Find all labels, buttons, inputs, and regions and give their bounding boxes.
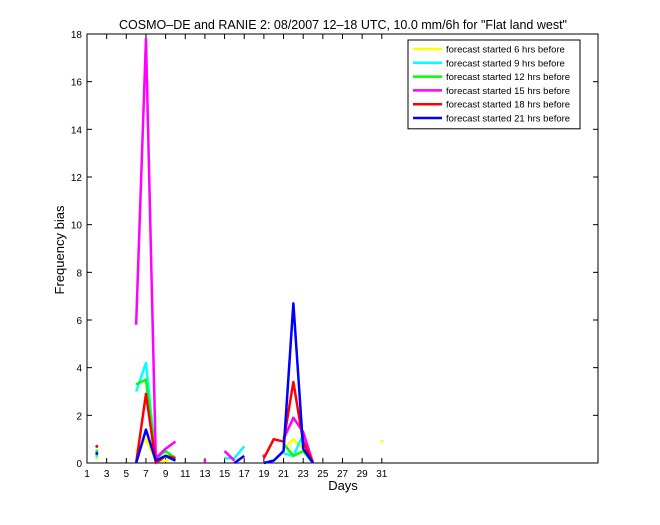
x-tick-label: 13	[199, 469, 211, 480]
series-point	[380, 440, 384, 444]
y-tick-label: 2	[76, 411, 82, 422]
y-tick-label: 18	[71, 30, 83, 41]
y-tick-label: 0	[76, 459, 82, 470]
chart-title: COSMO–DE and RANIE 2: 08/2007 12–18 UTC,…	[119, 18, 567, 32]
x-tick-label: 25	[317, 469, 329, 480]
legend-label: forecast started 9 hrs before	[446, 58, 565, 69]
x-tick-label: 1	[84, 469, 90, 480]
legend-label: forecast started 6 hrs before	[446, 45, 565, 56]
x-tick-label: 17	[239, 469, 251, 480]
series-point	[95, 444, 99, 448]
series-2	[95, 361, 315, 464]
series-line	[233, 454, 245, 465]
series-point	[95, 451, 99, 455]
y-tick-label: 16	[71, 78, 83, 89]
series-line	[134, 428, 176, 464]
y-tick-label: 12	[71, 173, 83, 184]
series-line	[262, 380, 315, 464]
series-6	[95, 302, 315, 465]
series-point	[203, 459, 207, 463]
series-line	[282, 416, 315, 464]
legend-label: forecast started 15 hrs before	[446, 86, 570, 97]
x-tick-label: 15	[219, 469, 231, 480]
y-tick-label: 8	[76, 268, 82, 279]
series-point	[95, 449, 99, 453]
legend-box	[407, 39, 581, 130]
y-tick-label: 14	[71, 125, 83, 136]
y-tick-label: 6	[76, 316, 82, 327]
x-tick-label: 23	[298, 469, 310, 480]
series-point	[95, 456, 99, 460]
series-point	[95, 454, 99, 458]
y-axis-label: Frequency bias	[52, 205, 67, 294]
y-tick-label: 10	[71, 221, 83, 232]
series-5	[95, 380, 315, 465]
x-tick-label: 21	[278, 469, 290, 480]
plot-area: 1 3 5 7 9 11 13 15 17 19 21 23 25 27 29 310246810121416…	[71, 30, 599, 480]
x-tick-label: 7	[143, 469, 149, 480]
legend-label: forecast started 18 hrs before	[446, 100, 570, 111]
x-tick-label: 27	[337, 469, 349, 480]
x-tick-label: 29	[357, 469, 369, 480]
x-tick-label: 19	[258, 469, 270, 480]
x-tick-label: 3	[104, 469, 110, 480]
x-tick-label: 11	[180, 469, 191, 480]
legend-label: forecast started 21 hrs before	[446, 114, 570, 125]
legend-label: forecast started 12 hrs before	[446, 72, 570, 83]
series-line	[224, 445, 246, 460]
series-line	[223, 450, 236, 462]
series-line	[134, 37, 177, 460]
x-axis-label: Days	[328, 478, 358, 493]
x-tick-label: 9	[163, 469, 169, 480]
x-tick-label: 31	[376, 469, 388, 480]
series-3	[95, 378, 314, 464]
y-tick-label: 4	[76, 364, 82, 375]
x-tick-label: 5	[124, 469, 130, 480]
series-line	[263, 302, 315, 465]
legend: forecast started 6 hrs before forecast st…	[407, 39, 581, 130]
